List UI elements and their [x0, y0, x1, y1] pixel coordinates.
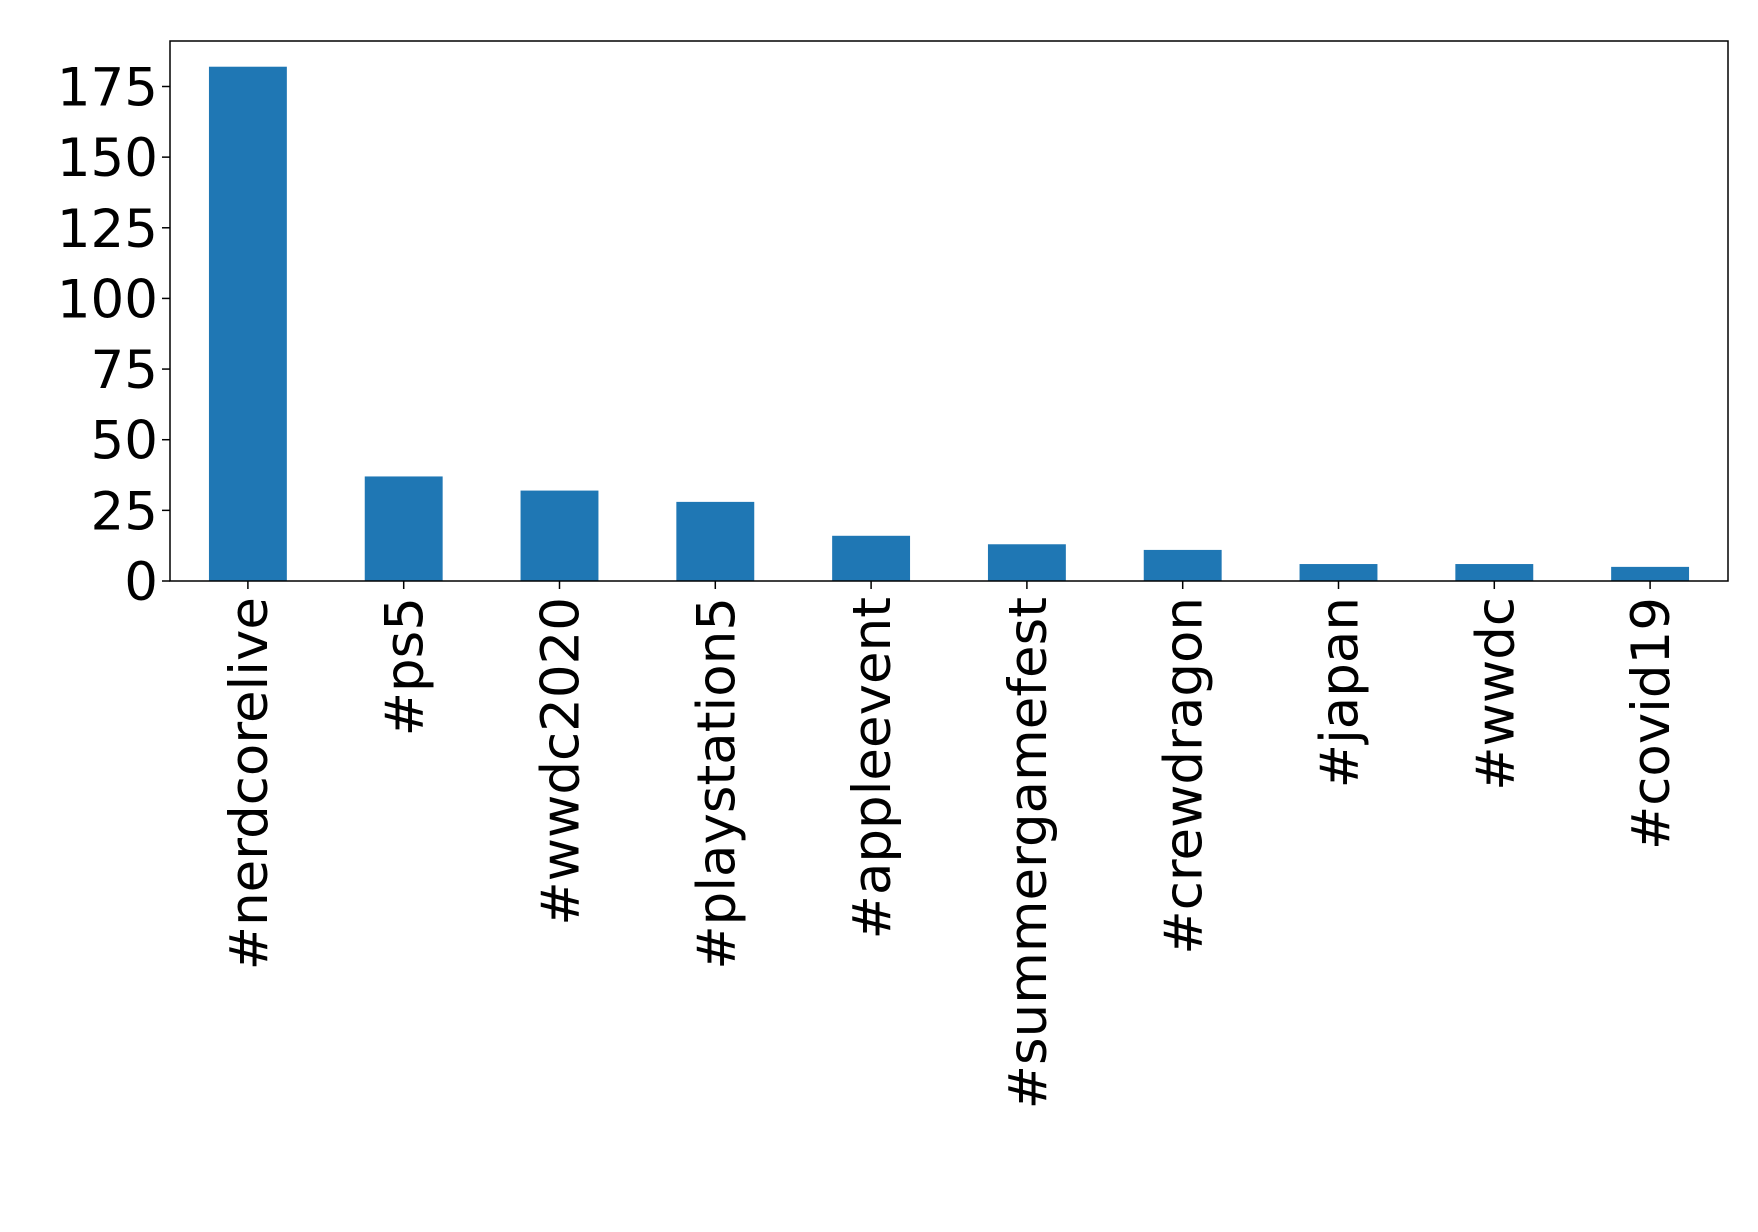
x-tick-label: #japan: [1310, 597, 1371, 788]
bar: [1611, 566, 1690, 581]
y-tick-label: 100: [57, 269, 158, 330]
y-tick-label: 175: [57, 57, 158, 118]
x-tick-label: #appleevent: [842, 597, 903, 939]
x-tick-label: #covid19: [1621, 597, 1682, 850]
plot-frame: [169, 40, 1729, 582]
bar: [364, 476, 443, 581]
x-tick-label: #wwdc: [1465, 597, 1526, 791]
x-tick-label: #ps5: [375, 597, 436, 736]
bar: [987, 544, 1066, 581]
x-tick-label: #nerdcorelive: [219, 597, 280, 970]
y-tick-label: 50: [91, 411, 158, 472]
bar: [208, 66, 287, 581]
y-tick-label: 125: [57, 199, 158, 260]
bar: [1143, 549, 1222, 581]
y-tick-label: 25: [91, 481, 158, 542]
bar: [1455, 564, 1534, 581]
bar: [1299, 564, 1378, 581]
bar: [832, 535, 911, 581]
x-tick-label: #playstation5: [686, 597, 747, 970]
y-tick-label: 150: [57, 128, 158, 189]
bar: [520, 490, 599, 581]
bar: [676, 501, 755, 581]
x-tick-label: #wwdc2020: [531, 597, 592, 926]
x-tick-label: #crewdragon: [1154, 597, 1215, 955]
y-tick-label: 0: [124, 552, 158, 613]
x-tick-label: #summergamefest: [998, 597, 1059, 1109]
y-tick-label: 75: [91, 340, 158, 401]
